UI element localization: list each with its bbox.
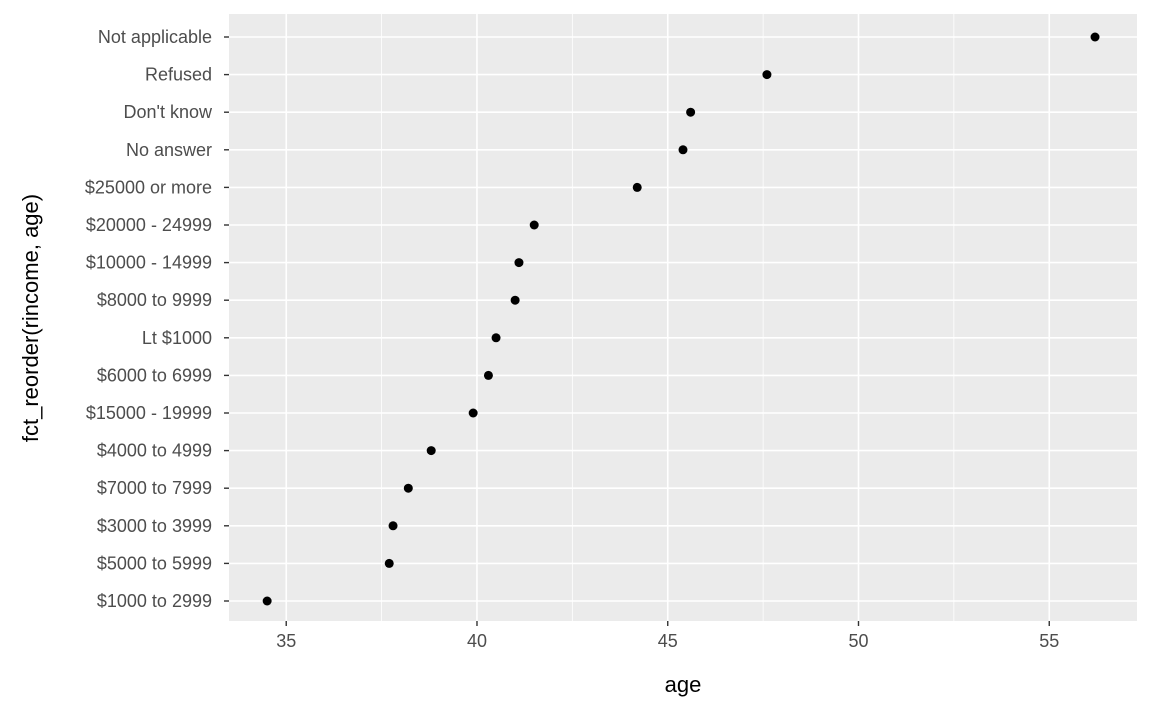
x-tick-label: 55	[1039, 631, 1059, 651]
panel-background	[229, 14, 1137, 621]
data-point	[491, 333, 501, 343]
y-tick-label: $15000 - 19999	[86, 403, 212, 423]
y-axis-title: fct_reorder(rincome, age)	[18, 194, 43, 442]
y-axis: Not applicable Refused Don't know No answer…	[85, 27, 229, 611]
y-tick-label: $25000 or more	[85, 177, 212, 197]
data-point	[468, 408, 478, 418]
y-tick-label: $10000 - 14999	[86, 253, 212, 273]
data-point	[529, 220, 539, 230]
data-point	[1090, 32, 1100, 42]
data-point	[762, 70, 772, 80]
data-point	[388, 521, 398, 531]
y-tick-label: $1000 to 2999	[97, 591, 212, 611]
y-tick-label: $8000 to 9999	[97, 290, 212, 310]
data-point	[632, 182, 642, 192]
y-tick-label: Don't know	[124, 102, 213, 122]
y-tick-label: $3000 to 3999	[97, 516, 212, 536]
x-axis: 35 40 45 50 55	[276, 621, 1059, 651]
data-point	[426, 446, 436, 456]
data-point	[510, 295, 520, 305]
points	[262, 32, 1100, 606]
x-tick-label: 50	[848, 631, 868, 651]
data-point	[262, 596, 272, 606]
y-tick-label: $20000 - 24999	[86, 215, 212, 235]
x-tick-label: 45	[658, 631, 678, 651]
y-tick-label: No answer	[126, 140, 212, 160]
data-point	[403, 483, 413, 493]
x-axis-title: age	[665, 672, 702, 697]
data-point	[514, 258, 524, 268]
data-point	[686, 107, 696, 117]
y-tick-label: Lt $1000	[142, 328, 212, 348]
data-point	[678, 145, 688, 155]
x-tick-label: 40	[467, 631, 487, 651]
y-tick-label: $4000 to 4999	[97, 441, 212, 461]
data-point	[483, 370, 493, 380]
y-tick-label: $7000 to 7999	[97, 478, 212, 498]
y-tick-label: $5000 to 5999	[97, 553, 212, 573]
y-tick-label: Not applicable	[98, 27, 212, 47]
data-point	[384, 558, 394, 568]
x-tick-label: 35	[276, 631, 296, 651]
y-tick-label: Refused	[145, 65, 212, 85]
y-tick-label: $6000 to 6999	[97, 365, 212, 385]
